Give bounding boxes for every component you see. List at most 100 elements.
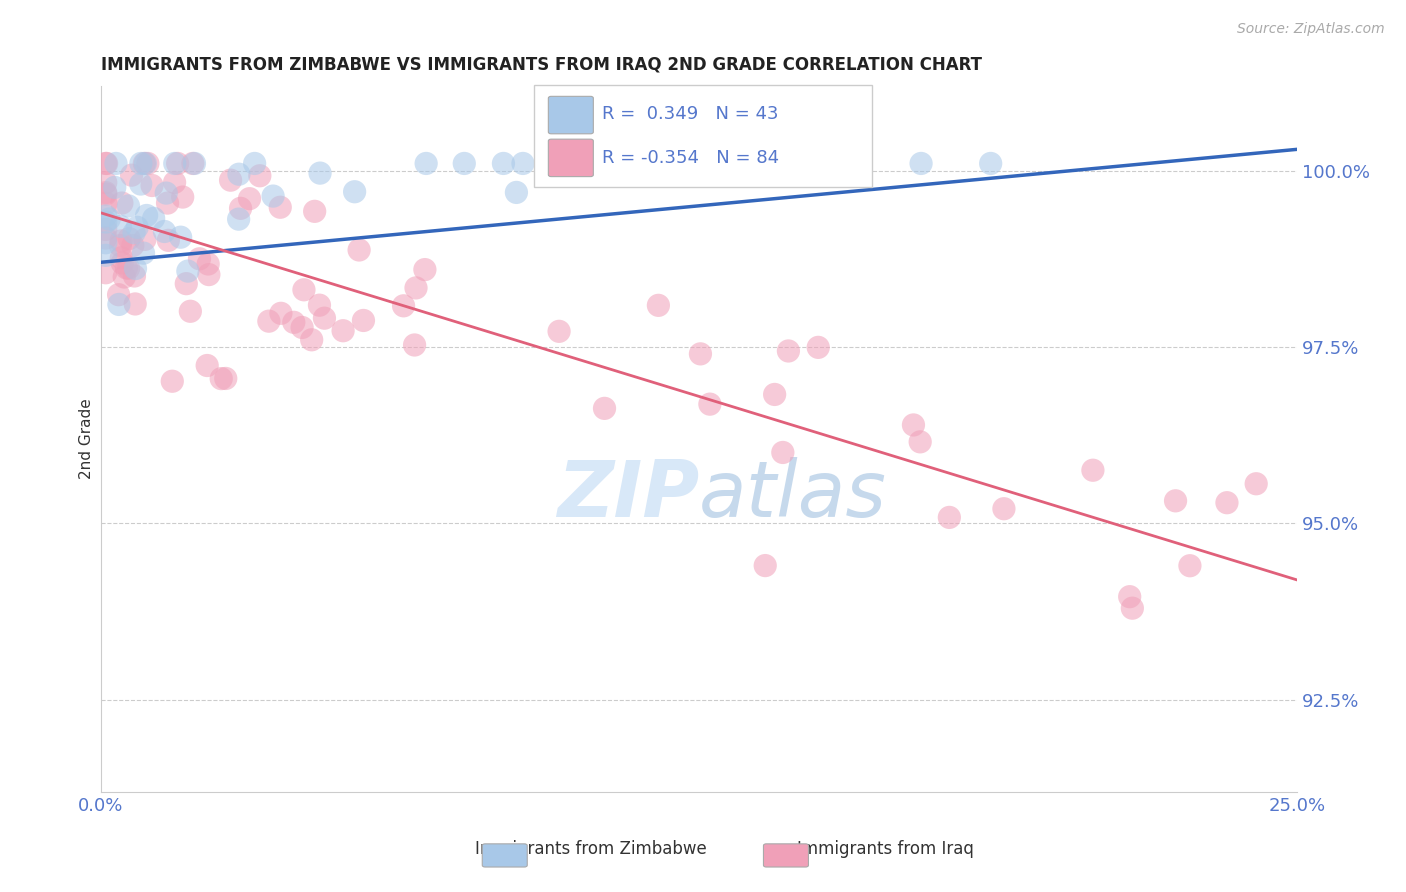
Point	[122, 226, 145, 240]
Point	[124, 261, 146, 276]
Text: R =  0.349   N = 43: R = 0.349 N = 43	[602, 105, 779, 123]
Point	[134, 156, 156, 170]
Point	[174, 277, 197, 291]
Point	[228, 167, 250, 181]
Point	[177, 264, 200, 278]
Point	[799, 156, 821, 170]
Point	[238, 192, 260, 206]
Point	[195, 359, 218, 373]
Point	[980, 156, 1002, 170]
Point	[156, 196, 179, 211]
Point	[269, 200, 291, 214]
Point	[94, 209, 117, 223]
Point	[94, 156, 117, 170]
Point	[163, 175, 186, 189]
Point	[110, 234, 132, 248]
Point	[243, 156, 266, 170]
Point	[129, 177, 152, 191]
Point	[134, 232, 156, 246]
Point	[188, 252, 211, 266]
Point	[512, 156, 534, 170]
Point	[209, 371, 232, 385]
Point	[135, 209, 157, 223]
Text: ZIP: ZIP	[557, 458, 699, 533]
Point	[283, 315, 305, 329]
Point	[309, 166, 332, 180]
Point	[172, 190, 194, 204]
Point	[270, 306, 292, 320]
Point	[699, 397, 721, 411]
Text: Immigrants from Zimbabwe: Immigrants from Zimbabwe	[475, 840, 706, 858]
Point	[110, 251, 132, 265]
Point	[157, 233, 180, 247]
Point	[332, 324, 354, 338]
Point	[215, 371, 238, 385]
Point	[129, 156, 152, 170]
Point	[132, 246, 155, 260]
Point	[179, 304, 201, 318]
Point	[169, 230, 191, 244]
Point	[347, 243, 370, 257]
Point	[111, 256, 134, 270]
Point	[249, 169, 271, 183]
Point	[405, 281, 427, 295]
Point	[413, 262, 436, 277]
Point	[134, 156, 156, 170]
Point	[1081, 463, 1104, 477]
Point	[689, 347, 711, 361]
Point	[262, 189, 284, 203]
Point	[98, 212, 121, 227]
Point	[108, 297, 131, 311]
Point	[112, 270, 135, 285]
Point	[155, 186, 177, 200]
Point	[121, 238, 143, 252]
Point	[94, 215, 117, 229]
Point	[94, 196, 117, 211]
Point	[115, 260, 138, 275]
Point	[107, 287, 129, 301]
Point	[94, 266, 117, 280]
Point	[492, 156, 515, 170]
Point	[257, 314, 280, 328]
Point	[292, 283, 315, 297]
Point	[404, 338, 426, 352]
Point	[183, 156, 205, 170]
Point	[763, 387, 786, 401]
Point	[198, 268, 221, 282]
Point	[94, 248, 117, 262]
Point	[219, 173, 242, 187]
Point	[118, 231, 141, 245]
Point	[314, 311, 336, 326]
Point	[807, 340, 830, 354]
Point	[136, 156, 159, 170]
Point	[938, 510, 960, 524]
Point	[548, 324, 571, 338]
Point	[181, 156, 204, 170]
Point	[1216, 496, 1239, 510]
Point	[1244, 476, 1267, 491]
Point	[993, 501, 1015, 516]
Text: R = -0.354   N = 84: R = -0.354 N = 84	[602, 149, 779, 167]
Point	[453, 156, 475, 170]
Point	[197, 257, 219, 271]
Point	[647, 298, 669, 312]
Point	[304, 204, 326, 219]
Point	[415, 156, 437, 170]
Point	[111, 196, 134, 211]
Point	[593, 401, 616, 416]
Point	[1164, 493, 1187, 508]
Point	[124, 297, 146, 311]
Point	[153, 225, 176, 239]
Point	[592, 156, 614, 170]
Point	[117, 261, 139, 276]
Point	[127, 220, 149, 235]
Point	[1121, 601, 1143, 615]
Point	[141, 178, 163, 193]
Point	[910, 156, 932, 170]
Point	[121, 168, 143, 182]
Point	[1118, 590, 1140, 604]
Point	[110, 238, 132, 252]
Point	[908, 434, 931, 449]
Point	[754, 558, 776, 573]
Point	[343, 185, 366, 199]
